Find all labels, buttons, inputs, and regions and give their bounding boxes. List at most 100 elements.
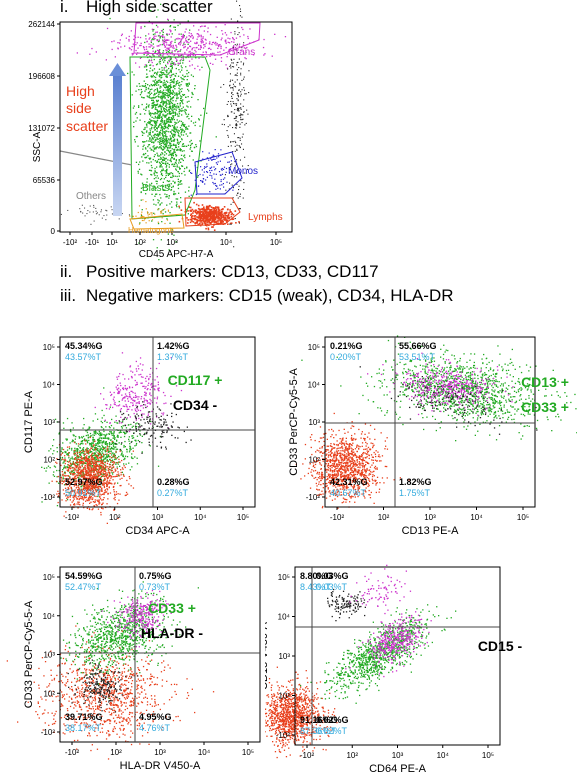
event-dot (144, 147, 147, 149)
event-dot (176, 148, 179, 150)
event-dot (104, 464, 107, 466)
event-dot (103, 414, 105, 417)
event-dot (234, 31, 236, 33)
event-dot (95, 443, 97, 445)
event-dot (157, 387, 159, 390)
event-dot (166, 106, 168, 109)
event-dot (107, 466, 109, 468)
event-dot (160, 161, 163, 163)
event-dot (90, 487, 92, 489)
event-dot (174, 161, 177, 164)
event-dot (244, 93, 246, 95)
event-dot (232, 187, 234, 189)
event-dot (175, 204, 177, 206)
event-dot (174, 56, 176, 59)
event-dot (161, 132, 163, 135)
event-dot (153, 84, 155, 86)
event-dot (202, 215, 205, 218)
event-dot (98, 503, 100, 505)
event-dot (220, 86, 222, 88)
event-dot (205, 208, 207, 211)
event-dot (170, 160, 172, 162)
event-dot (94, 485, 96, 487)
event-dot (242, 64, 244, 66)
event-dot (126, 417, 128, 419)
event-dot (135, 111, 138, 114)
event-dot (194, 121, 197, 123)
event-dot (93, 469, 95, 472)
event-dot (171, 157, 173, 159)
event-dot (61, 474, 64, 476)
event-dot (151, 182, 153, 184)
event-dot (177, 131, 179, 133)
event-dot (73, 467, 75, 469)
event-dot (82, 463, 85, 465)
event-dot (62, 473, 64, 475)
event-dot (93, 204, 95, 206)
event-dot (144, 404, 147, 406)
event-dot (222, 216, 225, 219)
event-dot (190, 150, 193, 152)
event-dot (221, 37, 223, 39)
event-dot (136, 42, 138, 44)
event-dot (113, 431, 115, 433)
event-dot (202, 40, 204, 43)
event-dot (145, 87, 147, 89)
event-dot (95, 475, 97, 478)
event-dot (86, 213, 88, 215)
event-dot (159, 53, 161, 55)
event-dot (76, 476, 79, 478)
event-dot (67, 461, 70, 463)
event-dot (150, 41, 152, 44)
event-dot (62, 469, 64, 471)
event-dot (194, 179, 196, 181)
event-dot (165, 105, 167, 107)
event-dot (235, 222, 237, 224)
event-dot (171, 152, 173, 154)
event-dot (82, 475, 84, 477)
event-dot (108, 433, 110, 435)
event-dot (79, 459, 81, 462)
event-dot (164, 38, 166, 40)
event-dot (159, 116, 161, 118)
event-dot (85, 443, 87, 445)
event-dot (119, 430, 121, 432)
event-dot (77, 485, 79, 487)
event-dot (85, 434, 87, 437)
event-dot (89, 205, 91, 207)
event-dot (84, 469, 87, 471)
event-dot (139, 434, 142, 436)
event-dot (221, 213, 224, 216)
event-dot (239, 193, 241, 195)
event-dot (160, 30, 163, 32)
event-dot (167, 174, 170, 176)
event-dot (158, 124, 160, 127)
event-dot (67, 478, 70, 480)
event-dot (167, 86, 169, 88)
event-dot (158, 116, 160, 119)
event-dot (243, 78, 245, 80)
event-dot (128, 462, 130, 464)
event-dot (165, 170, 167, 172)
event-dot (237, 20, 239, 22)
event-dot (162, 156, 164, 158)
annotation-side: side (66, 100, 92, 116)
event-dot (95, 431, 97, 433)
event-dot (70, 479, 73, 481)
event-dot (175, 67, 177, 70)
event-dot (140, 88, 142, 91)
event-dot (233, 246, 235, 248)
event-dot (78, 472, 80, 474)
event-dot (134, 113, 137, 115)
event-dot (171, 148, 173, 150)
event-dot (231, 175, 233, 177)
event-dot (162, 145, 164, 148)
event-dot (150, 75, 152, 77)
event-dot (173, 81, 175, 83)
event-dot (214, 207, 217, 209)
event-dot (209, 174, 211, 176)
event-dot (232, 83, 234, 85)
event-dot (185, 28, 187, 30)
event-dot (113, 435, 115, 437)
event-dot (243, 182, 245, 184)
